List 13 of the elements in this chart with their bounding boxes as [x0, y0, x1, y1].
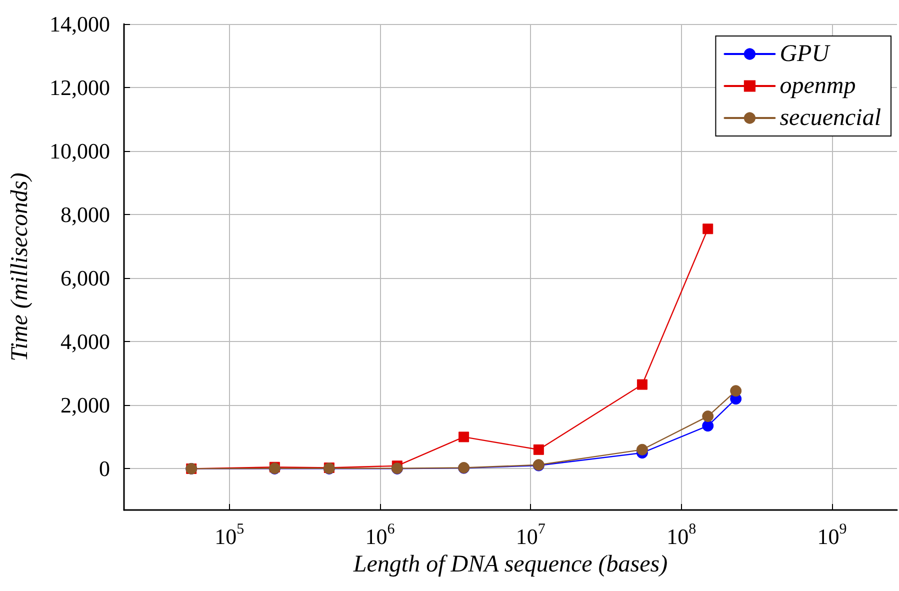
y-tick-label: 14,000	[50, 12, 110, 36]
y-axis-title: Time (milliseconds)	[7, 172, 33, 362]
y-tick-label: 4,000	[60, 329, 110, 354]
y-tick-label: 6,000	[60, 266, 110, 291]
y-tick-label: 12,000	[50, 75, 110, 100]
y-tick-label: 8,000	[60, 202, 110, 228]
x-axis-title: Length of DNA sequence (bases)	[352, 551, 668, 578]
y-tick-label: 0	[99, 456, 110, 482]
y-tick-label: 2,000	[60, 392, 110, 418]
y-tick-label: 10,000	[50, 138, 110, 164]
legend-label: secuencial	[780, 105, 882, 131]
legend-label: GPU	[780, 41, 831, 67]
legend-label: openmp	[780, 73, 856, 99]
